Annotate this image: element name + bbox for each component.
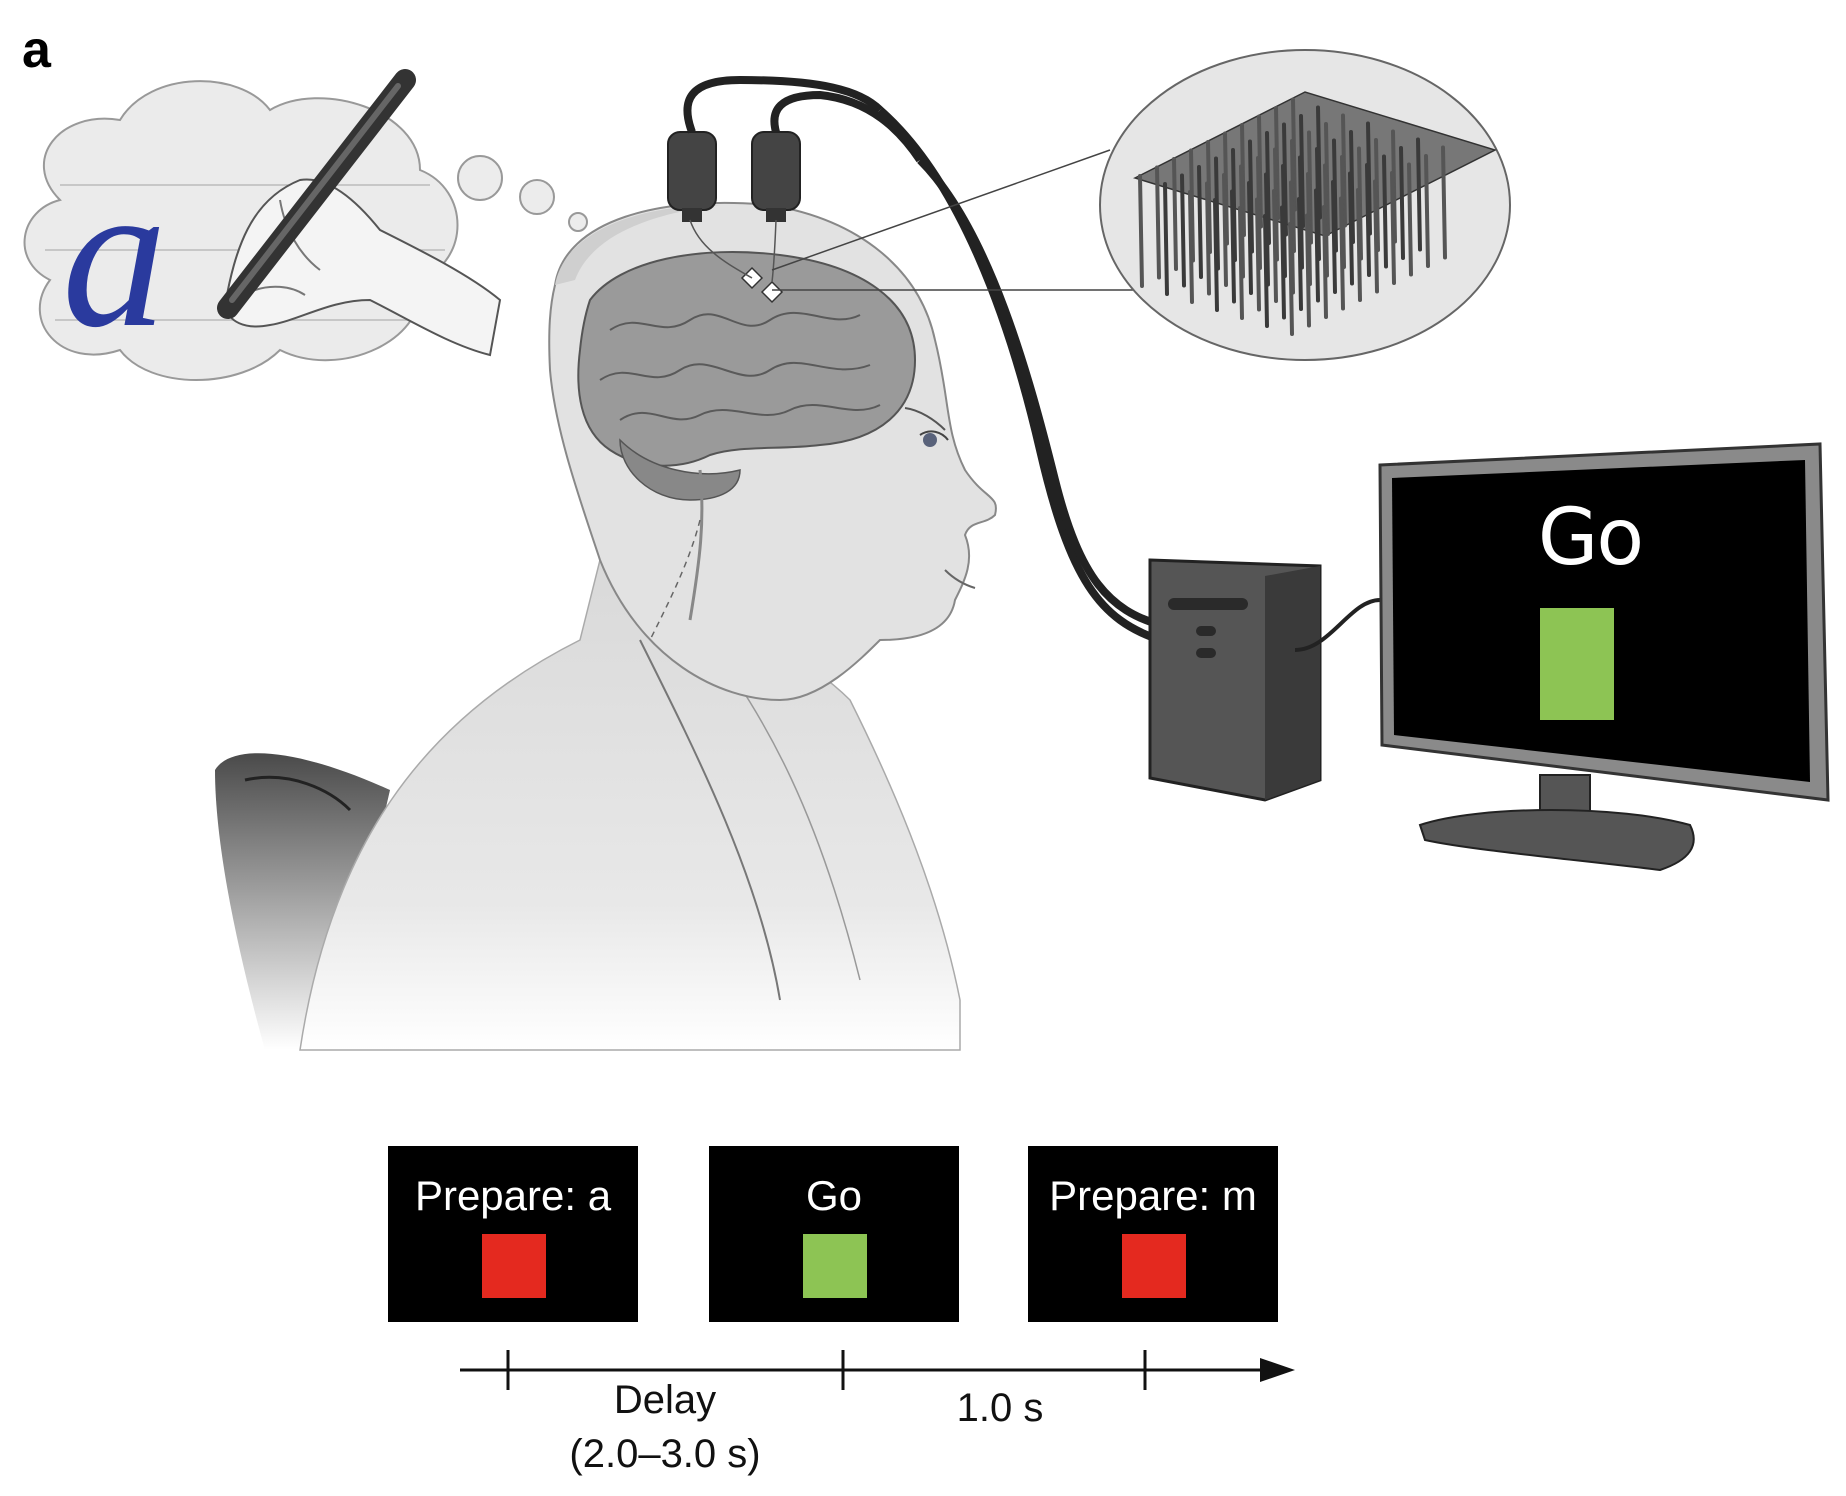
array-spike <box>1180 173 1186 288</box>
monitor-go-square <box>1540 608 1614 720</box>
delay-label: Delay <box>613 1378 717 1422</box>
array-spike <box>1222 173 1228 287</box>
cables <box>877 106 1162 644</box>
array-spike <box>1373 179 1379 294</box>
screen-label: Prepare: m <box>1049 1172 1257 1219</box>
electrode-array-callout <box>771 49 1511 361</box>
array-spike <box>1288 222 1294 336</box>
array-spike <box>1348 171 1354 286</box>
screen-label: Prepare: a <box>414 1172 612 1219</box>
timeline-arrowhead <box>1260 1358 1295 1382</box>
array-spike <box>1263 214 1269 328</box>
array-spike <box>1416 137 1422 252</box>
array-spike <box>1365 163 1371 277</box>
brain <box>577 251 917 641</box>
hand-with-pen <box>217 69 502 357</box>
array-spike <box>1138 174 1144 288</box>
array-spike <box>1399 146 1405 260</box>
array-spike <box>1356 188 1362 302</box>
array-spike <box>1297 197 1303 311</box>
array-spike <box>1163 182 1169 296</box>
prepare-square <box>1122 1234 1186 1298</box>
array-spike <box>1188 190 1194 304</box>
array-spike <box>1172 157 1178 271</box>
imagined-letter: a <box>62 139 167 371</box>
computer-tower <box>1148 558 1381 802</box>
array-spike <box>1247 181 1253 295</box>
array-spike <box>1339 196 1345 311</box>
array-spike <box>1407 162 1413 277</box>
monitor-go-text: Go <box>1537 493 1644 583</box>
array-spike <box>1272 189 1278 303</box>
go-duration-label: 1.0 s <box>956 1386 1044 1430</box>
array-spike <box>1238 206 1244 320</box>
delay-range-label: (2.0–3.0 s) <box>569 1432 761 1476</box>
array-spike <box>1441 145 1447 260</box>
array-spike <box>1280 205 1286 320</box>
timeline <box>460 1350 1295 1390</box>
screen-prepare-a: Prepare: a <box>388 1146 638 1322</box>
screen-go: Go <box>709 1146 959 1322</box>
array-spike <box>1382 154 1388 269</box>
array-spike <box>1255 197 1261 312</box>
screen-label: Go <box>805 1172 863 1219</box>
array-spike <box>1155 165 1161 280</box>
array-spike <box>1230 189 1236 304</box>
array-spike <box>1424 154 1430 268</box>
array-spike <box>1213 198 1219 312</box>
array-spike <box>1305 213 1311 328</box>
array-spike <box>1322 205 1328 319</box>
array-spike <box>1205 181 1211 296</box>
array-spike <box>1314 188 1320 303</box>
go-square <box>803 1234 867 1298</box>
monitor <box>1378 442 1830 872</box>
screen-prepare-m: Prepare: m <box>1028 1146 1278 1322</box>
array-spike <box>1331 180 1337 294</box>
prepare-square <box>482 1234 546 1298</box>
array-spike <box>1390 171 1396 285</box>
array-spike <box>1197 165 1203 279</box>
array-spikes <box>1132 91 1498 336</box>
panel-label: a <box>22 21 51 79</box>
